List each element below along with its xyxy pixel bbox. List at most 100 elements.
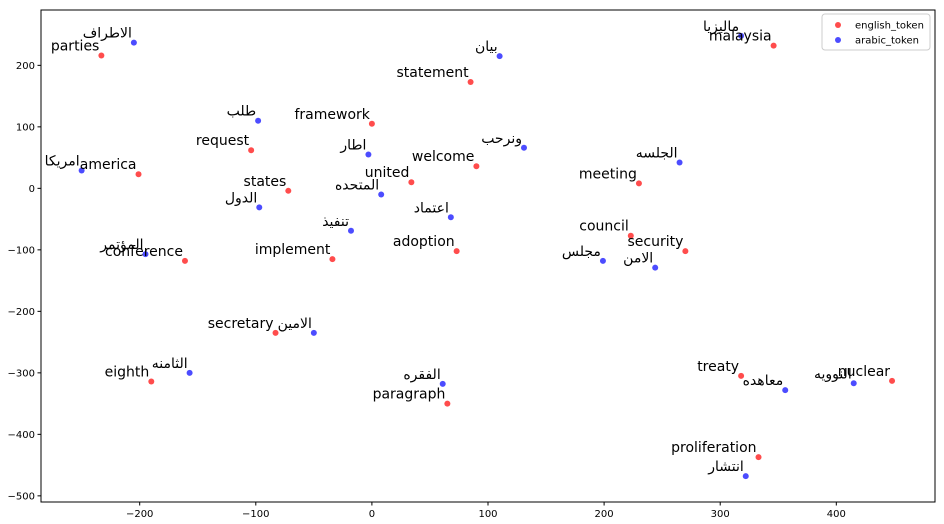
english_token-point: [682, 248, 689, 255]
y-tick-label: 0: [29, 184, 35, 195]
english_token-point: [148, 378, 155, 385]
english_token-point: [453, 248, 460, 255]
x-tick-label: 0: [369, 509, 375, 520]
x-axis: −200 −100 0 100 200 300 400: [126, 502, 846, 520]
english_token-point: [473, 163, 480, 170]
arabic_token-point: [439, 380, 446, 387]
english_token-label: paragraph: [373, 387, 446, 403]
arabic_token-point: [782, 387, 789, 394]
arabic_token-label: النوويه: [814, 366, 852, 382]
arabic_token-label: اعتماد: [414, 200, 449, 216]
y-tick-label: −200: [8, 307, 35, 318]
arabic_token-label: الامين: [278, 316, 312, 332]
english_token-label: proliferation: [671, 440, 756, 456]
arabic_token-label: الدول: [225, 190, 257, 206]
legend-box: [821, 13, 931, 51]
english_token-label: america: [80, 157, 137, 173]
arabic_token-label: تنفيذ: [322, 214, 349, 230]
legend: english_token arabic_token: [821, 13, 931, 51]
arabic_token-label: الجلسه: [636, 146, 678, 162]
legend-label: english_token: [855, 21, 924, 32]
arabic_token-point: [652, 264, 659, 271]
english_token-label: nuclear: [838, 364, 891, 380]
english_token-point: [770, 42, 777, 49]
y-tick-label: −300: [8, 368, 35, 379]
y-tick-label: −500: [8, 491, 35, 502]
x-tick-label: 400: [827, 509, 846, 520]
english_token-point: [755, 454, 762, 461]
arabic_token-point: [186, 369, 193, 376]
arabic_token-point: [496, 53, 503, 60]
arabic_token-point: [142, 251, 149, 258]
y-tick-label: 100: [16, 122, 35, 133]
arabic_token-label: الاطراف: [83, 26, 132, 42]
arabic_token-point: [256, 204, 263, 211]
y-axis: −500 −400 −300 −200 −100 0 100 200: [8, 61, 41, 502]
english_token-point: [444, 400, 451, 407]
arabic_token-label: اطار: [339, 138, 366, 154]
points-layer: [78, 32, 896, 480]
english_token-label: parties: [51, 39, 100, 55]
arabic_token-label: المؤتمر: [99, 237, 143, 253]
english_token-label: secretary: [208, 316, 274, 332]
arabic_token-point: [130, 39, 137, 46]
arabic_token-point: [365, 151, 372, 158]
english_token-label: states: [244, 174, 287, 190]
legend-marker: [835, 22, 841, 28]
x-tick-label: 300: [711, 509, 730, 520]
arabic_token-label: انتشار: [707, 459, 744, 475]
arabic_token-label: الثامنه: [152, 356, 188, 372]
y-tick-label: −100: [8, 245, 35, 256]
x-tick-label: −100: [242, 509, 269, 520]
english_token-point: [98, 52, 105, 59]
y-tick-label: 200: [16, 61, 35, 72]
arabic_token-label: معاهده: [743, 373, 784, 389]
arabic_token-label: ماليزيا: [703, 19, 739, 35]
arabic_token-label: بيان: [475, 39, 498, 55]
plot-area: [40, 9, 936, 503]
arabic_token-point: [347, 227, 354, 234]
english_token-label: treaty: [697, 359, 739, 375]
english_token-label: framework: [294, 107, 370, 123]
arabic_token-label: مجلس: [562, 244, 601, 260]
arabic_token-point: [738, 32, 745, 39]
arabic_token-point: [78, 167, 85, 174]
english_token-label: meeting: [579, 166, 637, 182]
english_token-label: council: [579, 219, 629, 235]
english_token-point: [627, 232, 634, 239]
english_token-point: [285, 187, 292, 194]
english_token-point: [248, 147, 255, 154]
legend-label: arabic_token: [855, 36, 919, 47]
english_token-label: implement: [255, 242, 331, 258]
plot-frame: [40, 9, 936, 503]
arabic_token-point: [599, 257, 606, 264]
english_token-label: adoption: [393, 234, 455, 250]
english_token-label: request: [196, 133, 250, 149]
arabic_token-point: [255, 117, 262, 124]
arabic_token-label: المتحده: [335, 178, 379, 194]
arabic_token-point: [850, 380, 857, 387]
arabic_token-point: [742, 473, 749, 480]
arabic_token-label: ونرحب: [481, 131, 522, 147]
english_token-point: [408, 179, 415, 186]
english_token-label: united: [365, 165, 410, 181]
x-tick-label: 100: [478, 509, 497, 520]
arabic_token-label: امريكا: [45, 154, 80, 170]
arabic_token-label: الفقره: [403, 367, 440, 383]
english_token-point: [368, 120, 375, 127]
arabic_token-label: طلب: [227, 104, 257, 120]
y-tick-label: −400: [8, 430, 35, 441]
english_token-label: conference: [105, 244, 183, 260]
x-tick-label: −200: [126, 509, 153, 520]
english_token-point: [889, 377, 896, 384]
english_token-point: [135, 171, 142, 178]
arabic_token-label: الامن: [623, 251, 653, 267]
english_token-label: eighth: [105, 364, 150, 380]
arabic_token-point: [378, 191, 385, 198]
english_token-point: [272, 329, 279, 336]
english_token-label: malaysia: [709, 29, 772, 45]
english_token-point: [181, 257, 188, 264]
arabic_token-point: [310, 329, 317, 336]
labels-layer: parties america conference eighth request sta…: [45, 19, 891, 475]
